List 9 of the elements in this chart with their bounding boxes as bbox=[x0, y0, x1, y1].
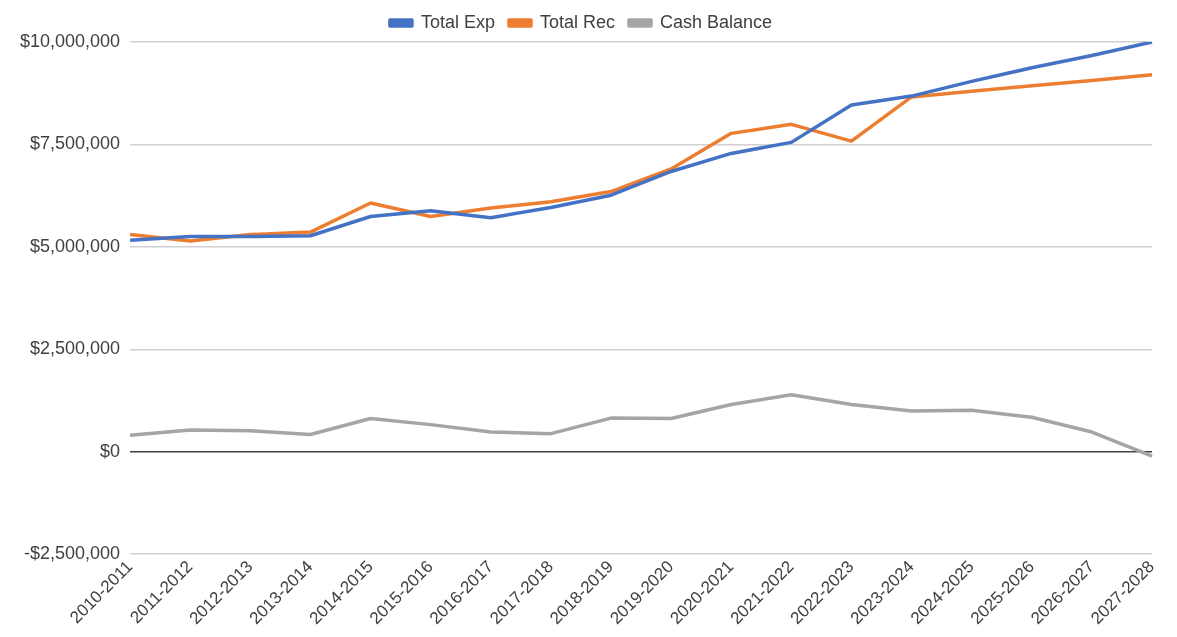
y-tick-label: $5,000,000 bbox=[30, 235, 121, 256]
y-tick-label: -$2,500,000 bbox=[24, 543, 121, 564]
legend-label: Cash Balance bbox=[660, 11, 773, 32]
legend-label: Total Rec bbox=[539, 11, 616, 32]
legend-label: Total Exp bbox=[420, 11, 495, 32]
y-tick-label: $10,000,000 bbox=[19, 30, 121, 51]
y-tick-label: $2,500,000 bbox=[30, 338, 121, 359]
y-tick-label: $7,500,000 bbox=[30, 133, 121, 154]
y-tick-label: $0 bbox=[100, 440, 121, 461]
